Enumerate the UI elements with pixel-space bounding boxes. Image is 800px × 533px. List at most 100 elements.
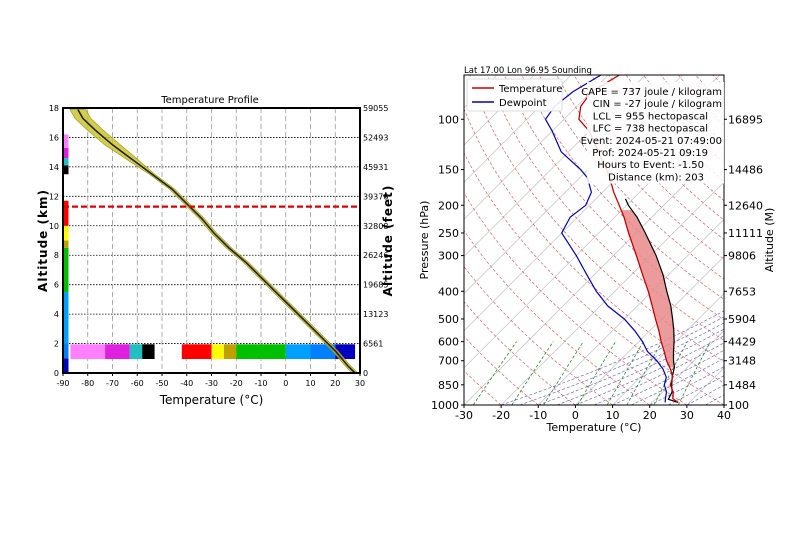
skewt-x-tick-label: 20 [643,409,657,422]
profile-y2-tick-label: 32808 [363,222,388,231]
skewt-tick-labels: -30 -20 -10 0 10 20 30 401001502002503004005006… [431,113,763,422]
skewt-dry-adiabat [556,75,724,260]
skewt-y2-tick-label: 9806 [728,250,756,263]
profile-y2-tick-label: 59055 [363,104,388,113]
skewt-legend-label: Temperature [498,84,562,95]
profile-color-strip-segment [310,344,336,360]
profile-color-strip-segment [211,344,224,360]
skewt-annotation-line: Prof: 2024-05-21 09:19 [592,148,708,159]
profile-y2-tick-label: 45931 [363,163,388,172]
skewt-y2-tick-label: 100 [728,399,749,412]
profile-altitude-color-band [62,225,69,241]
skewt-mixing-ratio-line [543,341,584,405]
profile-altitude-color-bar [62,134,69,373]
skewt-y-tick-label: 200 [438,199,459,212]
profile-y-tick-label: 16 [49,133,59,142]
profile-y-tick-label: 0 [54,369,59,378]
profile-x-tick-label: -10 [254,379,267,388]
skewt-isotherm [464,75,535,146]
profile-altitude-color-band [62,165,69,175]
profile-altitude-color-band [62,158,69,166]
profile-y-axis-label: Altitude (km) [36,189,50,292]
profile-x-tick-label: 10 [305,379,315,388]
skewt-moist-adiabat [649,366,724,405]
skewt-legend-box [466,78,563,112]
profile-x-tick-label: -30 [205,379,218,388]
profile-y-tick-label: 2 [54,340,59,349]
profile-altitude-color-band [62,134,69,148]
profile-y-tick-label: 10 [49,222,59,231]
skewt-moist-adiabat [575,335,724,405]
skewt-y-tick-label: 100 [438,113,459,126]
skewt-moist-adiabat [593,342,724,405]
skewt-moist-adiabat [538,322,724,405]
skewt-isotherm [500,181,724,405]
skewt-y2-tick-label: 14486 [728,164,763,177]
profile-data [63,109,360,374]
profile-color-strip-segment [70,344,106,360]
skewt-y2-tick-label: 5904 [728,313,756,326]
skewt-moist-adiabat [500,310,724,405]
profile-y2-tick-label: 52493 [363,133,388,142]
skewt-y2-tick-label: 4429 [728,336,756,349]
temperature-profile-chart: Temperature Profile -90 -80 -70 -60 -50 -40 -3… [36,95,395,407]
profile-y-tick-label: 14 [49,163,59,172]
profile-x-tick-label: 20 [330,379,340,388]
profile-color-strip-segment [142,344,155,360]
skewt-annotation-line: Event: 2024-05-21 07:49:00 [581,136,722,147]
profile-altitude-color-band [62,240,69,248]
profile-y2-tick-label: 6561 [363,340,383,349]
skewt-isotherm [464,75,572,183]
profile-color-strip-segment [285,344,311,360]
profile-altitude-color-band [62,343,69,359]
skewt-y2-tick-label: 11111 [728,227,763,240]
skewt-dry-adiabat [464,152,724,405]
dewpoint-line [544,75,668,403]
profile-x-tick-label: -90 [56,379,69,388]
skewt-isotherm [649,330,724,405]
profile-y-tick-label: 18 [49,104,59,113]
profile-x-tick-label: -20 [230,379,243,388]
skewt-dry-adiabat [464,301,576,405]
skewt-mixing-ratio-line [577,341,616,405]
profile-y-tick-label: 12 [49,192,59,201]
profile-x-tick-label: 0 [283,379,288,388]
profile-color-strip [70,344,356,360]
profile-altitude-color-band [62,247,69,293]
skewt-y-tick-label: 700 [438,355,459,368]
skewt-isotherm [575,255,724,405]
profile-y2-tick-label: 0 [363,369,368,378]
profile-y-tick-label: 4 [54,310,59,319]
skewt-dry-adiabat [538,75,724,280]
profile-x-axis-label: Temperature (°C) [159,393,264,407]
skewt-moist-adiabat [556,328,724,405]
skewt-annotation-line: CIN = -27 joule / kilogram [593,99,722,110]
profile-y-tick-label: 6 [54,281,59,290]
skewt-y-tick-label: 150 [438,164,459,177]
skewt-title: Lat 17.00 Lon 96.95 Sounding [464,66,592,76]
skewt-y-tick-label: 250 [438,227,459,240]
profile-color-strip-segment [223,344,237,360]
profile-y2-axis-label: Altitude (feet) [381,185,395,297]
skewt-isotherm [464,75,609,220]
skewt-annotation-line: Hours to Event: -1.50 [597,160,704,171]
profile-altitude-color-band [62,358,69,373]
profile-color-strip-segment [181,344,212,360]
skewt-dry-adiabat [464,229,650,405]
profile-x-tick-label: -80 [81,379,94,388]
skewt-isotherm [538,218,724,405]
skewt-moist-adiabat [519,316,724,405]
skewt-x-tick-label: 10 [606,409,620,422]
skewt-background-lines [464,75,724,405]
skewt-annotation-line: CAPE = 737 joule / kilogram [581,87,722,98]
profile-color-strip-segment [236,344,286,360]
skewt-y-tick-label: 1000 [431,399,459,412]
skewt-moist-adiabat [630,357,724,405]
profile-y-tick-label: 8 [54,251,59,260]
skewt-mixing-ratio-line [653,341,688,405]
skewt-plot-frame [463,74,725,406]
skewt-y2-tick-label: 16895 [728,113,763,126]
skewt-mixing-ratio-line [606,341,644,405]
profile-y2-tick-label: 13123 [363,310,388,319]
